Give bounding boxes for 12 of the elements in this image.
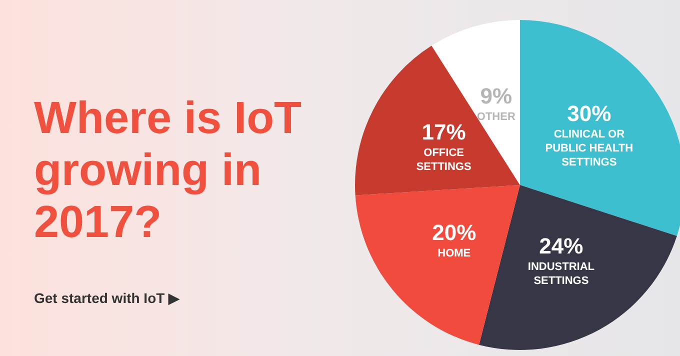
data-label: 24% — [539, 233, 584, 258]
data-label: 17% — [422, 120, 466, 145]
slice-label: OTHER — [476, 110, 516, 123]
slice-label: INDUSTRIAL SETTINGS — [528, 260, 595, 287]
slice-label: HOME — [438, 248, 471, 260]
data-label: 9% — [480, 83, 512, 108]
text: Where is IoT growing in 2017? — [34, 92, 303, 248]
text: Get started with IoT ▶ — [34, 290, 180, 306]
slice-label: OFFICE SETTINGS — [416, 147, 472, 174]
data-label: 30% — [567, 101, 612, 126]
data-label: 20% — [432, 220, 476, 245]
slice-label: CLINICAL OR PUBLIC HEALTH SETTINGS — [545, 128, 634, 169]
